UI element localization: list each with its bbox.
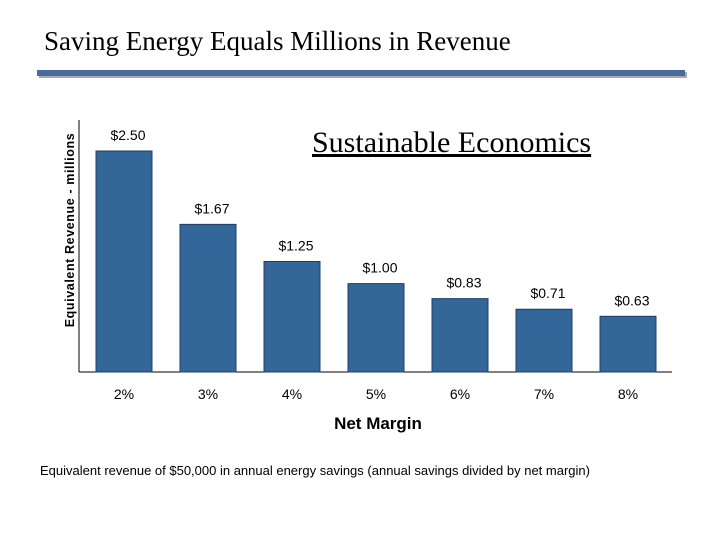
bar-8% [599, 315, 657, 373]
bar-7% [515, 308, 573, 373]
bar-5% [347, 283, 405, 373]
value-label: $1.67 [194, 200, 229, 216]
x-tick-label: 8% [618, 386, 638, 402]
y-axis-label: Equivalent Revenue - millions [63, 132, 77, 328]
value-label: $2.50 [110, 127, 145, 143]
x-tick-label: 6% [450, 386, 470, 402]
x-axis-label: Net Margin [334, 414, 422, 433]
value-label: $0.71 [530, 285, 565, 301]
value-label: $1.00 [362, 260, 397, 276]
x-tick-label: 4% [282, 386, 302, 402]
chart-title: Sustainable Economics [312, 126, 592, 159]
x-tick-label: 5% [366, 386, 386, 402]
bar-2% [95, 150, 153, 373]
x-tick-label: 2% [114, 386, 134, 402]
bar-3% [179, 223, 237, 373]
slide-title: Saving Energy Equals Millions in Revenue [44, 26, 511, 56]
value-label: $0.83 [446, 275, 481, 291]
chart-caption: Equivalent revenue of $50,000 in annual … [40, 463, 590, 478]
bar-6% [431, 298, 489, 373]
bar-4% [263, 261, 321, 373]
x-tick-label: 7% [534, 386, 554, 402]
title-divider [37, 70, 685, 76]
value-label: $1.25 [278, 238, 313, 254]
value-label: $0.63 [614, 292, 649, 308]
x-tick-label: 3% [198, 386, 218, 402]
